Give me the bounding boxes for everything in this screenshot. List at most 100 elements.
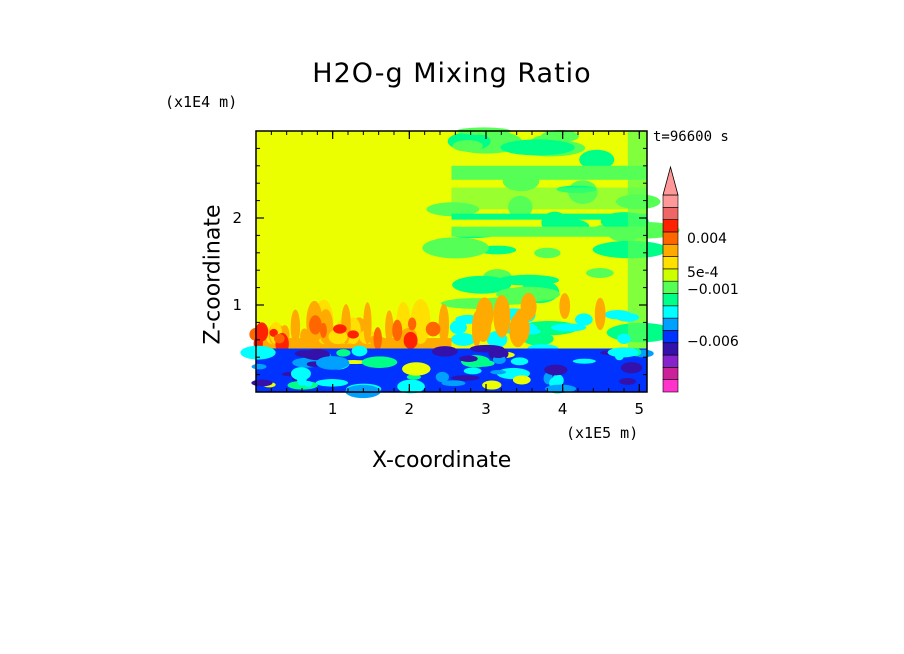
x-tick-label: 5 — [635, 400, 645, 418]
boundary-patch — [304, 381, 313, 388]
colorbar-tick-label: −0.001 — [687, 282, 739, 298]
boundary-patch — [336, 349, 351, 357]
time-label: t=96600 s — [653, 129, 729, 145]
x-tick-label: 4 — [558, 400, 568, 418]
boundary-patch — [297, 372, 307, 386]
boundary-patch — [470, 359, 495, 367]
colorbar-swatch — [662, 317, 679, 331]
red-plume — [347, 330, 359, 339]
boundary-patch — [469, 344, 505, 353]
axes: 1 2 3 4 5 1 2 — [232, 130, 648, 418]
orange-plume — [385, 310, 394, 345]
boundary-patch — [510, 357, 529, 366]
boundary-patch — [551, 374, 564, 387]
orange-plume — [363, 302, 372, 345]
boundary-patch — [315, 379, 349, 387]
boundary-patch — [361, 356, 398, 368]
boundary-patch — [435, 371, 449, 383]
x-axis-unit: (x1E5 m) — [566, 424, 639, 442]
green-patch — [500, 139, 575, 156]
red-plume — [373, 327, 382, 351]
orange-plume — [493, 295, 511, 338]
boundary-patch — [607, 347, 639, 358]
boundary-patch — [315, 356, 350, 370]
y-axis-unit: (x1E4 m) — [165, 93, 238, 111]
boundary-patch — [406, 374, 421, 380]
boundary-patch — [490, 369, 507, 375]
boundary-patch — [240, 345, 276, 360]
red-plume — [403, 331, 418, 350]
orange-plume — [290, 309, 301, 345]
boundary-patch — [512, 375, 531, 385]
colorbar-tick-label: −0.006 — [687, 334, 739, 350]
boundary-patch — [544, 364, 568, 376]
colorbar-swatch — [662, 367, 679, 380]
colorbar-tick-label: 5e-4 — [687, 265, 719, 281]
orange-plume — [594, 297, 606, 331]
green-band — [627, 131, 647, 349]
boundary-patch — [491, 351, 506, 359]
green-patch — [440, 298, 512, 309]
cyan-patch — [551, 323, 587, 332]
boundary-patch — [441, 380, 466, 387]
green-band — [451, 187, 647, 210]
green-patch — [586, 267, 614, 279]
orange-plume — [300, 328, 309, 345]
orange-plume — [559, 293, 571, 320]
red-plume — [333, 324, 347, 334]
boundary-patch — [397, 379, 425, 394]
boundary-patch — [251, 363, 267, 370]
colorbar-swatch — [662, 342, 679, 356]
boundary-patch — [545, 384, 577, 393]
red-plume — [273, 333, 285, 344]
cyan-patch — [617, 333, 631, 345]
green-patch — [422, 237, 489, 259]
boundary-patch — [251, 379, 273, 387]
colorbar-swatch — [662, 305, 679, 319]
x-tick-label: 1 — [328, 400, 338, 418]
contour-field — [240, 127, 680, 399]
y-tick-label: 2 — [232, 209, 242, 227]
colorbar-swatch — [662, 194, 679, 208]
green-patch — [452, 275, 512, 294]
green-patch — [534, 247, 561, 259]
red-plume — [309, 315, 322, 335]
red-plume — [320, 322, 327, 339]
colorbar-swatch — [662, 268, 679, 282]
colorbar-swatch — [662, 231, 679, 245]
colorbar-swatch — [662, 256, 679, 270]
cyan-patch — [450, 333, 476, 346]
red-plume — [392, 319, 403, 342]
x-tick-label: 3 — [481, 400, 491, 418]
colorbar-tick-label: 0.004 — [687, 231, 727, 247]
green-patch — [579, 149, 615, 170]
colorbar-swatch — [662, 243, 679, 257]
boundary-patch — [620, 362, 643, 374]
boundary-patch — [451, 375, 480, 381]
cyan-patch — [604, 310, 632, 320]
colorbar: 0.004 5e-4−0.001 −0.006 — [662, 165, 739, 393]
red-plume — [269, 328, 278, 337]
boundary-patch — [459, 355, 478, 362]
colorbar-swatch — [662, 293, 679, 307]
red-plume — [425, 321, 441, 337]
colorbar-swatch — [662, 207, 679, 220]
orange-plume — [475, 305, 492, 342]
boundary-patch — [351, 345, 368, 357]
plot-frame — [255, 130, 648, 393]
red-plume — [408, 317, 417, 331]
red-plume — [255, 322, 269, 342]
colorbar-swatch — [662, 379, 679, 393]
x-axis-label: X-coordinate — [372, 448, 512, 473]
green-band — [451, 213, 647, 220]
green-patch — [523, 332, 554, 346]
colorbar-swatch — [662, 354, 679, 368]
cyan-patch — [575, 313, 593, 326]
boundary-patch — [619, 377, 636, 385]
orange-plume — [438, 303, 450, 345]
green-band — [451, 165, 647, 180]
boundary-patch — [431, 346, 458, 357]
colorbar-swatch — [662, 330, 679, 344]
boundary-patch — [572, 358, 596, 364]
